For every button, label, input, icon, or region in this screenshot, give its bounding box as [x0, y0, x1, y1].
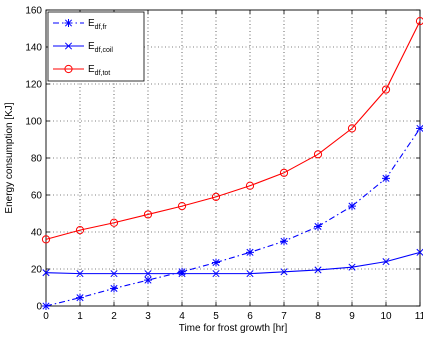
y-tick-label: 140 [25, 43, 42, 54]
data-point [246, 248, 254, 257]
data-point [416, 248, 423, 256]
legend-entry: Edf,coil [53, 41, 113, 54]
series-line [45, 128, 421, 307]
legend-label: Edf,tot [88, 64, 110, 77]
series-line [45, 251, 421, 275]
data-point [279, 168, 289, 177]
data-point [313, 150, 323, 159]
data-point [245, 181, 255, 190]
y-tick-label: 160 [25, 6, 42, 17]
data-point [144, 270, 152, 278]
data-point [382, 174, 390, 183]
legend-marker [64, 19, 73, 27]
y-tick-label: 80 [31, 154, 43, 165]
legend-label: Edf,coil [88, 41, 113, 54]
data-point [314, 222, 322, 231]
y-tick-label: 20 [31, 265, 43, 276]
data-point [415, 17, 423, 26]
legend-label: Edf,fr [88, 18, 107, 31]
x-tick-label: 8 [315, 311, 321, 322]
y-axis-label: Energy consumption [KJ] [4, 102, 15, 213]
data-point [212, 258, 220, 267]
x-axis-label: Time for frost growth [hr] [179, 323, 288, 334]
x-tick-label: 11 [415, 311, 423, 322]
data-point [76, 293, 84, 302]
data-series [41, 17, 423, 310]
data-point [211, 192, 221, 201]
data-point [177, 202, 187, 211]
y-tick-label: 120 [25, 80, 42, 91]
grid-lines [46, 10, 420, 306]
y-tick-label: 40 [31, 228, 43, 239]
data-point [109, 218, 119, 227]
data-point [348, 202, 356, 211]
legend-entry: Edf,fr [53, 18, 107, 31]
x-tick-label: 6 [247, 311, 253, 322]
data-point [280, 268, 288, 276]
data-point [144, 276, 152, 285]
series-line [45, 20, 421, 240]
x-tick-label: 10 [380, 311, 392, 322]
data-point [382, 258, 390, 266]
data-point [416, 124, 423, 133]
legend: Edf,fr Edf,coil Edf,tot [47, 11, 145, 82]
data-point [110, 270, 118, 278]
y-tick-labels: 0 20 40 60 80 100 120 140 160 [25, 6, 42, 313]
x-tick-label: 1 [77, 311, 83, 322]
data-point [76, 270, 84, 278]
x-tick-label: 5 [213, 311, 219, 322]
data-point [381, 85, 391, 94]
x-tick-label: 4 [179, 311, 185, 322]
x-tick-labels: 0 1 2 3 4 5 6 7 8 9 10 11 [43, 311, 423, 322]
data-point [42, 269, 50, 277]
x-tick-label: 2 [111, 311, 117, 322]
data-point [314, 266, 322, 274]
y-tick-label: 100 [25, 117, 42, 128]
series-df-fr [42, 124, 423, 310]
series-df-tot [41, 17, 423, 244]
data-point [347, 124, 357, 133]
plot-frame [45, 9, 421, 307]
data-point [178, 270, 186, 278]
x-tick-label: 3 [145, 311, 151, 322]
data-point [42, 302, 50, 310]
data-point [143, 210, 153, 219]
data-point [212, 270, 220, 278]
data-point [246, 270, 254, 278]
legend-marker [64, 64, 73, 74]
data-point [75, 226, 85, 235]
series-df-coil [42, 248, 423, 278]
x-tick-label: 7 [281, 311, 287, 322]
data-point [110, 284, 118, 293]
x-tick-label: 0 [43, 311, 49, 322]
x-tick-label: 9 [349, 311, 355, 322]
data-point [178, 267, 186, 276]
y-tick-label: 0 [36, 302, 42, 313]
data-point [348, 263, 356, 271]
data-point [280, 237, 288, 246]
legend-entry: Edf,tot [53, 64, 110, 77]
legend-marker [64, 42, 73, 50]
data-point [41, 235, 51, 244]
y-tick-label: 60 [31, 191, 43, 202]
